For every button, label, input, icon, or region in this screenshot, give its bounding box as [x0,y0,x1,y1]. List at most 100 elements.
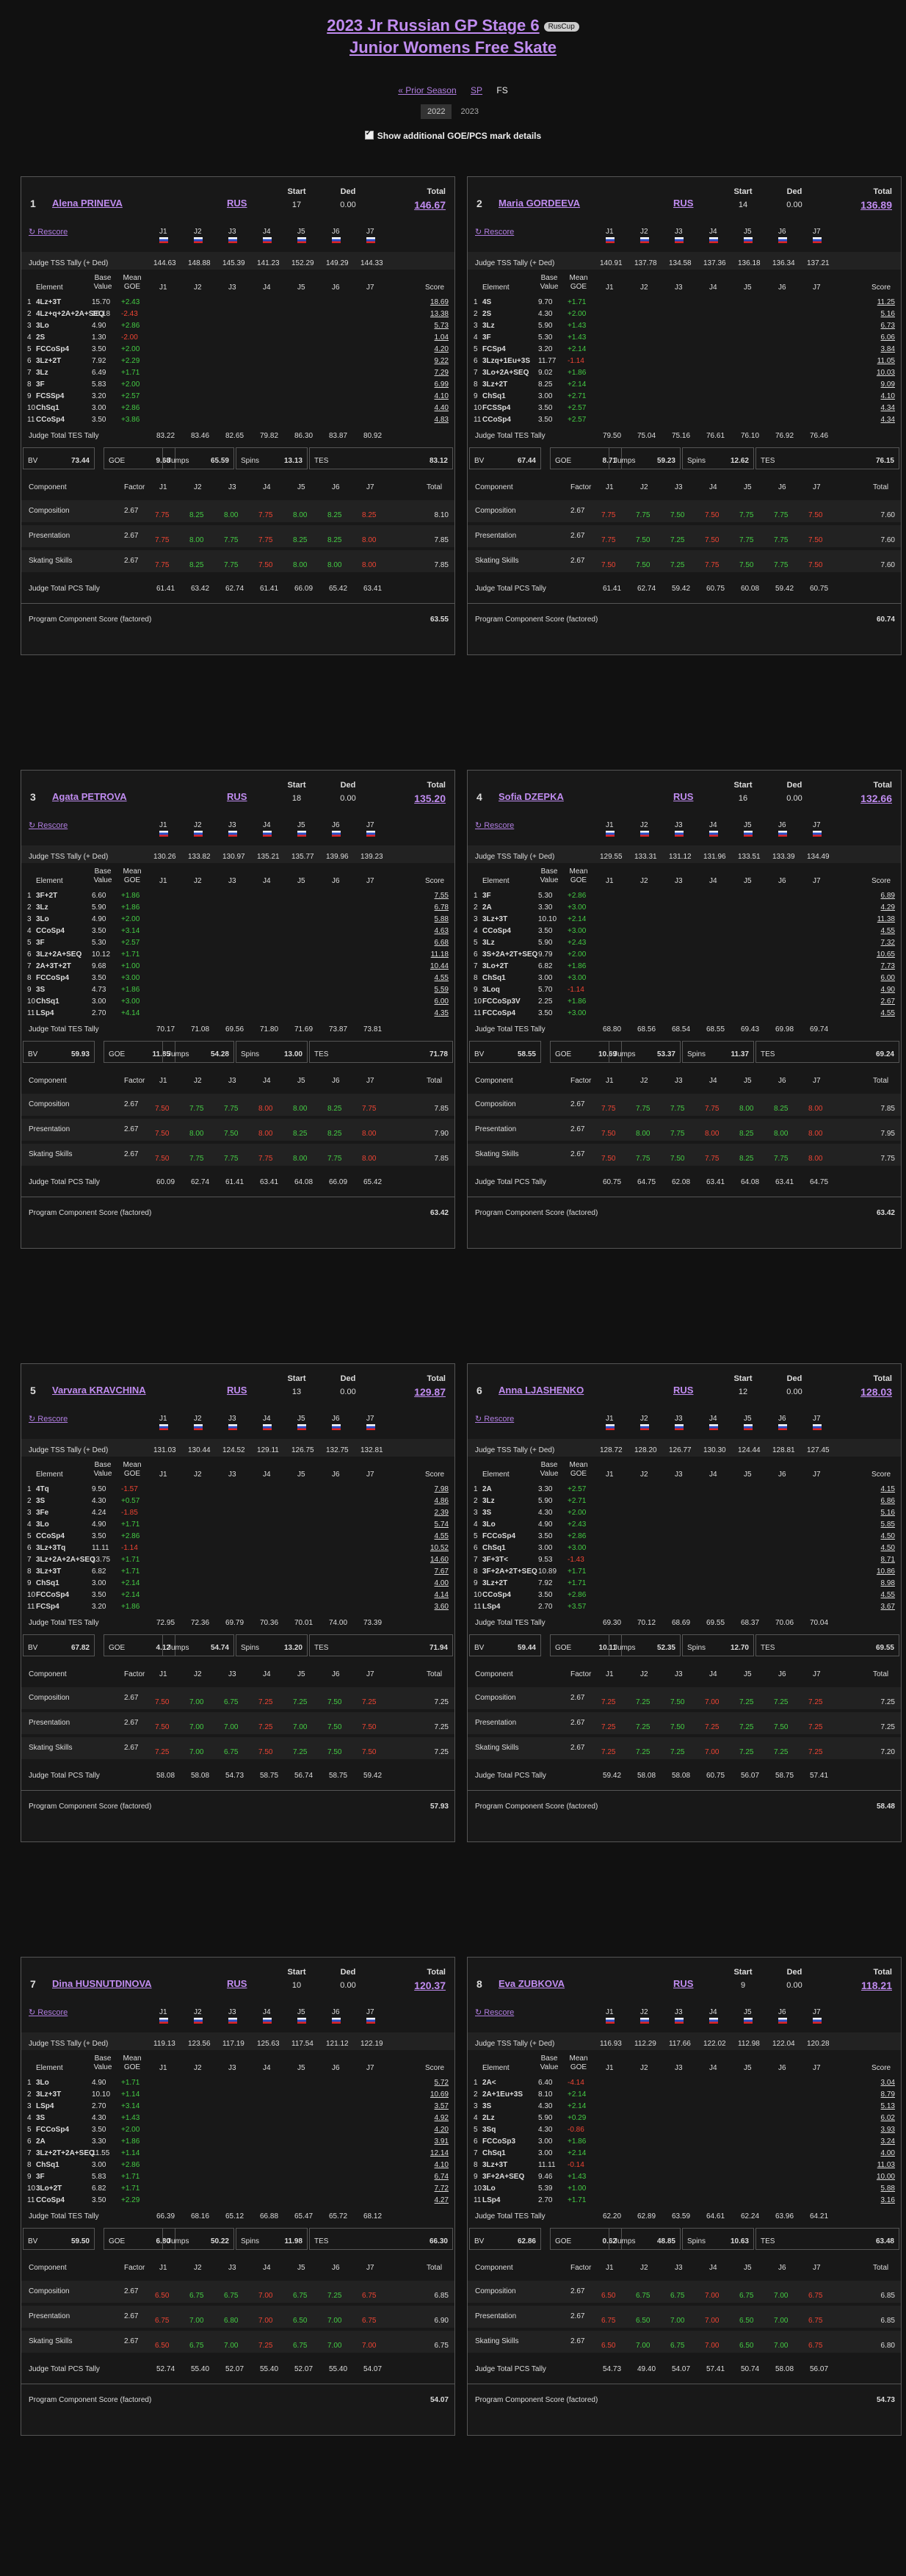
total-score[interactable]: 146.67 [414,199,446,211]
element-code[interactable]: 3Lz+2T [482,1579,508,1587]
element-code[interactable]: 2S [482,310,492,318]
element-code[interactable]: 3Lz+3T [36,2090,62,2099]
element-code[interactable]: 3F [482,892,491,900]
element-code[interactable]: 3Lo+2T [36,2184,62,2193]
event-title[interactable]: 2023 Jr Russian GP Stage 6 RusCup [0,16,906,35]
element-code[interactable]: 3Lo [36,322,49,330]
element-code[interactable]: 2A+3T+2T [36,962,71,970]
element-code[interactable]: 3F+2A+2T+SEQ [482,1567,537,1576]
element-code[interactable]: FCCoSp4 [36,974,69,982]
goe-details-toggle[interactable]: Show additional GOE/PCS mark details [0,129,906,141]
skater-name[interactable]: Alena PRINEVA [52,198,123,209]
skater-nation[interactable]: RUS [673,1978,694,1989]
total-score[interactable]: 120.37 [414,1980,446,1991]
rescore-link[interactable]: ↻ Rescore [29,228,68,237]
rescore-link[interactable]: ↻ Rescore [29,2008,68,2017]
element-code[interactable]: 3S+2A+2T+SEQ [482,950,538,959]
skater-nation[interactable]: RUS [227,198,247,209]
element-code[interactable]: 4Lz+q+2A+2A+SEQ [36,310,104,318]
element-code[interactable]: 3Lzq+1Eu+3S [482,357,531,365]
skater-nation[interactable]: RUS [227,791,247,802]
element-code[interactable]: 3Lo [36,2079,49,2087]
element-code[interactable]: 2A+1Eu+3S [482,2090,523,2099]
year-2022[interactable]: 2022 [420,104,452,119]
skater-name[interactable]: Dina HUSNUTDINOVA [52,1978,152,1989]
element-code[interactable]: 3Lz [482,322,495,330]
element-code[interactable]: 3Lz+3T [482,915,508,923]
element-code[interactable]: ChSq1 [36,2161,59,2169]
element-code[interactable]: FCCoSp3 [482,2137,515,2146]
skater-name[interactable]: Eva ZUBKOVA [499,1978,565,1989]
element-code[interactable]: FCSp4 [36,1603,59,1611]
element-code[interactable]: CCoSp4 [482,416,511,424]
element-code[interactable]: 3F [36,2173,45,2181]
element-code[interactable]: ChSq1 [482,2149,506,2157]
element-code[interactable]: 3Lz [482,1497,495,1505]
element-code[interactable]: FCCoSp4 [36,2126,69,2134]
element-code[interactable]: 3Lo [36,915,49,923]
element-code[interactable]: 4Tq [36,1485,49,1493]
element-code[interactable]: 3S [36,986,46,994]
prior-season-link[interactable]: « Prior Season [398,85,457,95]
skater-nation[interactable]: RUS [673,198,694,209]
element-code[interactable]: ChSq1 [482,392,506,400]
element-code[interactable]: CCoSp4 [36,927,65,935]
element-code[interactable]: 3S [36,1497,46,1505]
element-code[interactable]: FCCoSp4 [36,1591,69,1599]
element-code[interactable]: CCoSp4 [482,927,511,935]
segment-title[interactable]: Junior Womens Free Skate [349,38,557,57]
rescore-link[interactable]: ↻ Rescore [29,1415,68,1424]
rescore-link[interactable]: ↻ Rescore [29,821,68,830]
element-code[interactable]: 3Loq [482,986,500,994]
element-code[interactable]: 3Lz [482,939,495,947]
skater-name[interactable]: Varvara KRAVCHINA [52,1385,146,1396]
element-code[interactable]: 3F [482,333,491,342]
element-code[interactable]: CCoSp4 [482,1591,511,1599]
element-code[interactable]: 3Lz+2T [482,380,508,389]
element-code[interactable]: ChSq1 [482,974,506,982]
element-code[interactable]: 3Sq [482,2126,496,2134]
element-code[interactable]: 3Lz+2A+2A+SEQ [36,1556,95,1564]
element-code[interactable]: 3F+2A+SEQ [482,2173,525,2181]
rescore-link[interactable]: ↻ Rescore [475,2008,515,2017]
sp-link[interactable]: SP [471,85,483,95]
element-code[interactable]: 2A [36,2137,46,2146]
element-code[interactable]: 3Lo [482,2184,496,2193]
element-code[interactable]: 2A [482,903,492,912]
element-code[interactable]: 3Lz [36,903,48,912]
element-code[interactable]: ChSq1 [36,1579,59,1587]
element-code[interactable]: 3Lz+3T [482,2161,508,2169]
element-code[interactable]: ChSq1 [482,1544,506,1552]
checkbox-icon[interactable] [364,129,374,140]
element-code[interactable]: 3F+2T [36,892,58,900]
element-code[interactable]: FCSp4 [482,345,506,353]
total-score[interactable]: 132.66 [860,793,892,804]
element-code[interactable]: LSp4 [36,1009,54,1017]
element-code[interactable]: FCCoSp4 [36,345,69,353]
element-code[interactable]: CCoSp4 [36,416,65,424]
element-code[interactable]: 3Lz [36,369,48,377]
element-code[interactable]: 2A< [482,2079,496,2087]
skater-nation[interactable]: RUS [227,1385,247,1396]
total-score[interactable]: 135.20 [414,793,446,804]
skater-name[interactable]: Agata PETROVA [52,791,127,802]
element-code[interactable]: 3S [36,2114,46,2122]
skater-name[interactable]: Anna LJASHENKO [499,1385,584,1396]
element-code[interactable]: 3Lo+2A+SEQ [482,369,529,377]
element-code[interactable]: 3Lz+3T [36,1567,62,1576]
element-code[interactable]: LSp4 [482,1603,501,1611]
element-code[interactable]: 4S [482,298,492,306]
element-code[interactable]: FCSSp4 [482,404,511,412]
element-code[interactable]: 3Fe [36,1509,49,1517]
element-code[interactable]: FCSSp4 [36,392,65,400]
total-score[interactable]: 136.89 [860,199,892,211]
skater-nation[interactable]: RUS [673,1385,694,1396]
skater-name[interactable]: Sofia DZEPKA [499,791,564,802]
skater-nation[interactable]: RUS [227,1978,247,1989]
element-code[interactable]: 3Lz+2T [36,357,62,365]
total-score[interactable]: 129.87 [414,1386,446,1398]
element-code[interactable]: 3Lo [482,1520,496,1529]
element-code[interactable]: LSp4 [36,2102,54,2110]
element-code[interactable]: 3Lz+2A+SEQ [36,950,82,959]
element-code[interactable]: CCoSp4 [36,1532,65,1540]
